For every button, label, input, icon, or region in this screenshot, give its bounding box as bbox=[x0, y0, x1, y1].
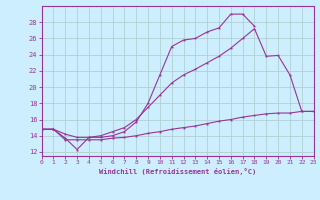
X-axis label: Windchill (Refroidissement éolien,°C): Windchill (Refroidissement éolien,°C) bbox=[99, 168, 256, 175]
